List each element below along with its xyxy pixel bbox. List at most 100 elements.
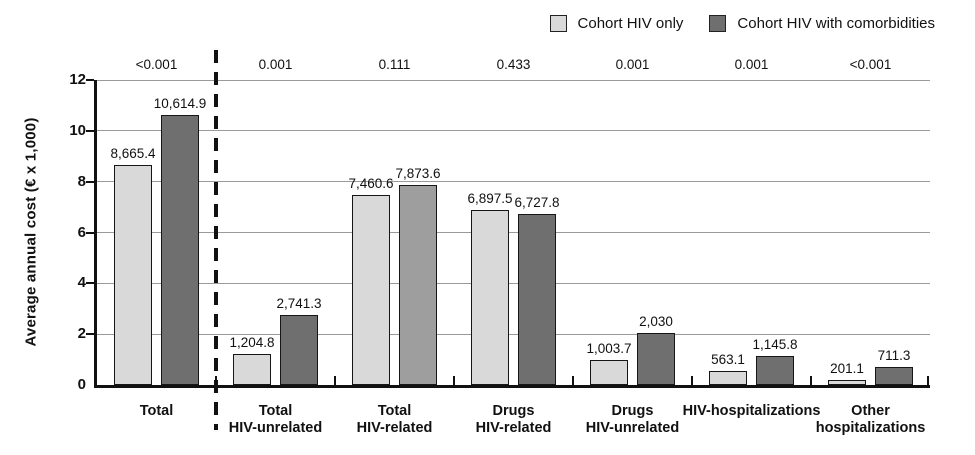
bar-cohort-hiv-only-total-hiv-unrelated [233, 354, 271, 385]
bar-cohort-hiv-with-comorbidities-total-hiv-related [399, 184, 437, 385]
legend-label-cohort-hiv-comorbidities: Cohort HIV with comorbidities [737, 15, 935, 32]
p-value-total-hiv-unrelated: 0.001 [258, 57, 293, 72]
bar-value-label: 6,897.5 [467, 190, 513, 206]
y-tick-4 [86, 282, 94, 285]
bar-value-label: 563.1 [711, 351, 745, 367]
y-tick-label-6: 6 [77, 223, 86, 241]
barwrap-cohort-hiv-with-comorbidities-hiv-hospitalizations: 1,145.8 [752, 80, 798, 385]
bar-value-label: 711.3 [877, 347, 911, 363]
category-label-line: Total [258, 403, 293, 419]
category-label-line: HIV-unrelated [585, 420, 680, 436]
barwrap-cohort-hiv-only-total-hiv-related: 7,460.6 [348, 80, 394, 385]
category-label-line: HIV-hospitalizations [682, 403, 821, 419]
bar-cohort-hiv-only-total-hiv-related [352, 195, 390, 385]
y-tick-6 [86, 231, 94, 234]
y-tick-label-4: 4 [77, 274, 86, 292]
barwrap-cohort-hiv-only-hiv-hospitalizations: 563.1 [709, 80, 747, 385]
group-total: 8,665.4 10,614.9 [97, 80, 216, 385]
barwrap-cohort-hiv-with-comorbidities-total-hiv-related: 7,873.6 [395, 80, 441, 385]
y-tick-8 [86, 180, 94, 183]
category-label-other-hospitalizations: Other hospitalizations [816, 403, 926, 437]
bar-value-label: 2,741.3 [276, 296, 322, 312]
p-value-hiv-hospitalizations: 0.001 [734, 57, 769, 72]
x-boundary-tick-5 [691, 376, 693, 385]
group-drugs-hiv-related: 6,897.5 6,727.8 [454, 80, 573, 385]
category-label-line: Other [851, 403, 890, 419]
bar-cohort-hiv-only-hiv-hospitalizations [709, 370, 747, 385]
bar-value-label: 10,614.9 [153, 96, 207, 112]
y-tick-label-8: 8 [77, 172, 86, 190]
separator-dashed-line [214, 50, 218, 430]
x-boundary-tick-4 [572, 376, 574, 385]
category-label-hiv-hospitalizations: HIV-hospitalizations [683, 403, 821, 420]
bar-value-label: 8,665.4 [110, 145, 156, 161]
category-label-line: Drugs [492, 403, 535, 419]
barwrap-cohort-hiv-with-comorbidities-total: 10,614.9 [154, 80, 206, 385]
gridline-6 [97, 232, 930, 233]
gridline-8 [97, 181, 930, 183]
bar-cohort-hiv-only-other-hospitalizations [828, 379, 866, 385]
category-label-line: HIV-related [356, 420, 433, 436]
bar-value-label: 201.1 [830, 360, 864, 376]
bar-value-label: 7,873.6 [395, 165, 441, 181]
bar-cohort-hiv-with-comorbidities-drugs-hiv-unrelated [637, 333, 675, 385]
legend-swatch-cohort-hiv-comorbidities [709, 15, 727, 32]
barwrap-cohort-hiv-with-comorbidities-drugs-hiv-related: 6,727.8 [514, 80, 560, 385]
group-other-hospitalizations: 201.1 711.3 [811, 80, 930, 385]
barwrap-cohort-hiv-with-comorbidities-other-hospitalizations: 711.3 [875, 80, 913, 385]
p-value-other-hospitalizations: <0.001 [849, 57, 892, 72]
x-boundary-tick-1 [215, 376, 217, 385]
y-tick-label-0: 0 [77, 376, 86, 393]
y-tick-10 [86, 129, 94, 132]
group-total-hiv-related: 7,460.6 7,873.6 [335, 80, 454, 385]
barwrap-cohort-hiv-with-comorbidities-total-hiv-unrelated: 2,741.3 [276, 80, 322, 385]
group-hiv-hospitalizations: 563.1 1,145.8 [692, 80, 811, 385]
p-value-drugs-hiv-unrelated: 0.001 [615, 57, 650, 72]
barwrap-cohort-hiv-only-drugs-hiv-unrelated: 1,003.7 [586, 80, 632, 385]
barwrap-cohort-hiv-only-other-hospitalizations: 201.1 [828, 80, 866, 385]
category-label-line: Total [139, 403, 174, 419]
bar-groups: 8,665.4 10,614.9 1,204.8 2,741.3 7,460.6 7,87… [97, 80, 930, 385]
y-tick-12 [86, 79, 94, 81]
category-label-drugs-hiv-unrelated: Drugs HIV-unrelated [586, 403, 679, 437]
category-label-line: Drugs [611, 403, 654, 419]
bar-cohort-hiv-with-comorbidities-hiv-hospitalizations [756, 355, 794, 385]
y-axis-line [94, 80, 97, 385]
bar-cohort-hiv-only-drugs-hiv-related [471, 209, 509, 385]
legend: Cohort HIV only Cohort HIV with comorbid… [549, 15, 935, 32]
bar-value-label: 1,145.8 [752, 336, 798, 352]
y-tick-label-10: 10 [69, 121, 86, 139]
category-label-total-hiv-related: Total HIV-related [357, 403, 433, 437]
gridline-4 [97, 282, 930, 284]
bar-cohort-hiv-with-comorbidities-total-hiv-unrelated [280, 315, 318, 385]
gridline-10 [97, 130, 930, 132]
y-tick-label-12: 12 [69, 71, 86, 88]
x-boundary-tick-6 [810, 376, 812, 385]
barwrap-cohort-hiv-only-total-hiv-unrelated: 1,204.8 [229, 80, 275, 385]
group-drugs-hiv-unrelated: 1,003.7 2,030 [573, 80, 692, 385]
bar-value-label: 6,727.8 [514, 195, 560, 210]
bar-cohort-hiv-only-total [114, 164, 152, 385]
category-label-total: Total [140, 403, 174, 420]
bar-value-label: 7,460.6 [348, 176, 394, 192]
x-axis-line [94, 385, 930, 388]
x-boundary-tick-7 [927, 376, 929, 385]
x-boundary-tick-3 [453, 376, 455, 385]
category-label-drugs-hiv-related: Drugs HIV-related [476, 403, 552, 437]
y-axis-title: Average annual cost (€ x 1,000) [22, 117, 40, 347]
gridline-12 [97, 79, 930, 81]
legend-item-cohort-hiv-comorbidities: Cohort HIV with comorbidities [709, 15, 935, 32]
category-label-line: Total [377, 403, 412, 419]
barwrap-cohort-hiv-only-total: 8,665.4 [110, 80, 156, 385]
barwrap-cohort-hiv-with-comorbidities-drugs-hiv-unrelated: 2,030 [637, 80, 675, 385]
p-value-total: <0.001 [135, 57, 178, 72]
bar-cohort-hiv-with-comorbidities-total [161, 115, 199, 385]
bar-value-label: 1,003.7 [586, 340, 632, 356]
category-label-line: HIV-unrelated [228, 420, 323, 436]
p-value-drugs-hiv-related: 0.433 [496, 57, 531, 72]
group-total-hiv-unrelated: 1,204.8 2,741.3 [216, 80, 335, 385]
category-label-total-hiv-unrelated: Total HIV-unrelated [229, 403, 322, 437]
bar-cohort-hiv-only-drugs-hiv-unrelated [590, 359, 628, 385]
p-value-total-hiv-related: 0.111 [378, 57, 411, 72]
